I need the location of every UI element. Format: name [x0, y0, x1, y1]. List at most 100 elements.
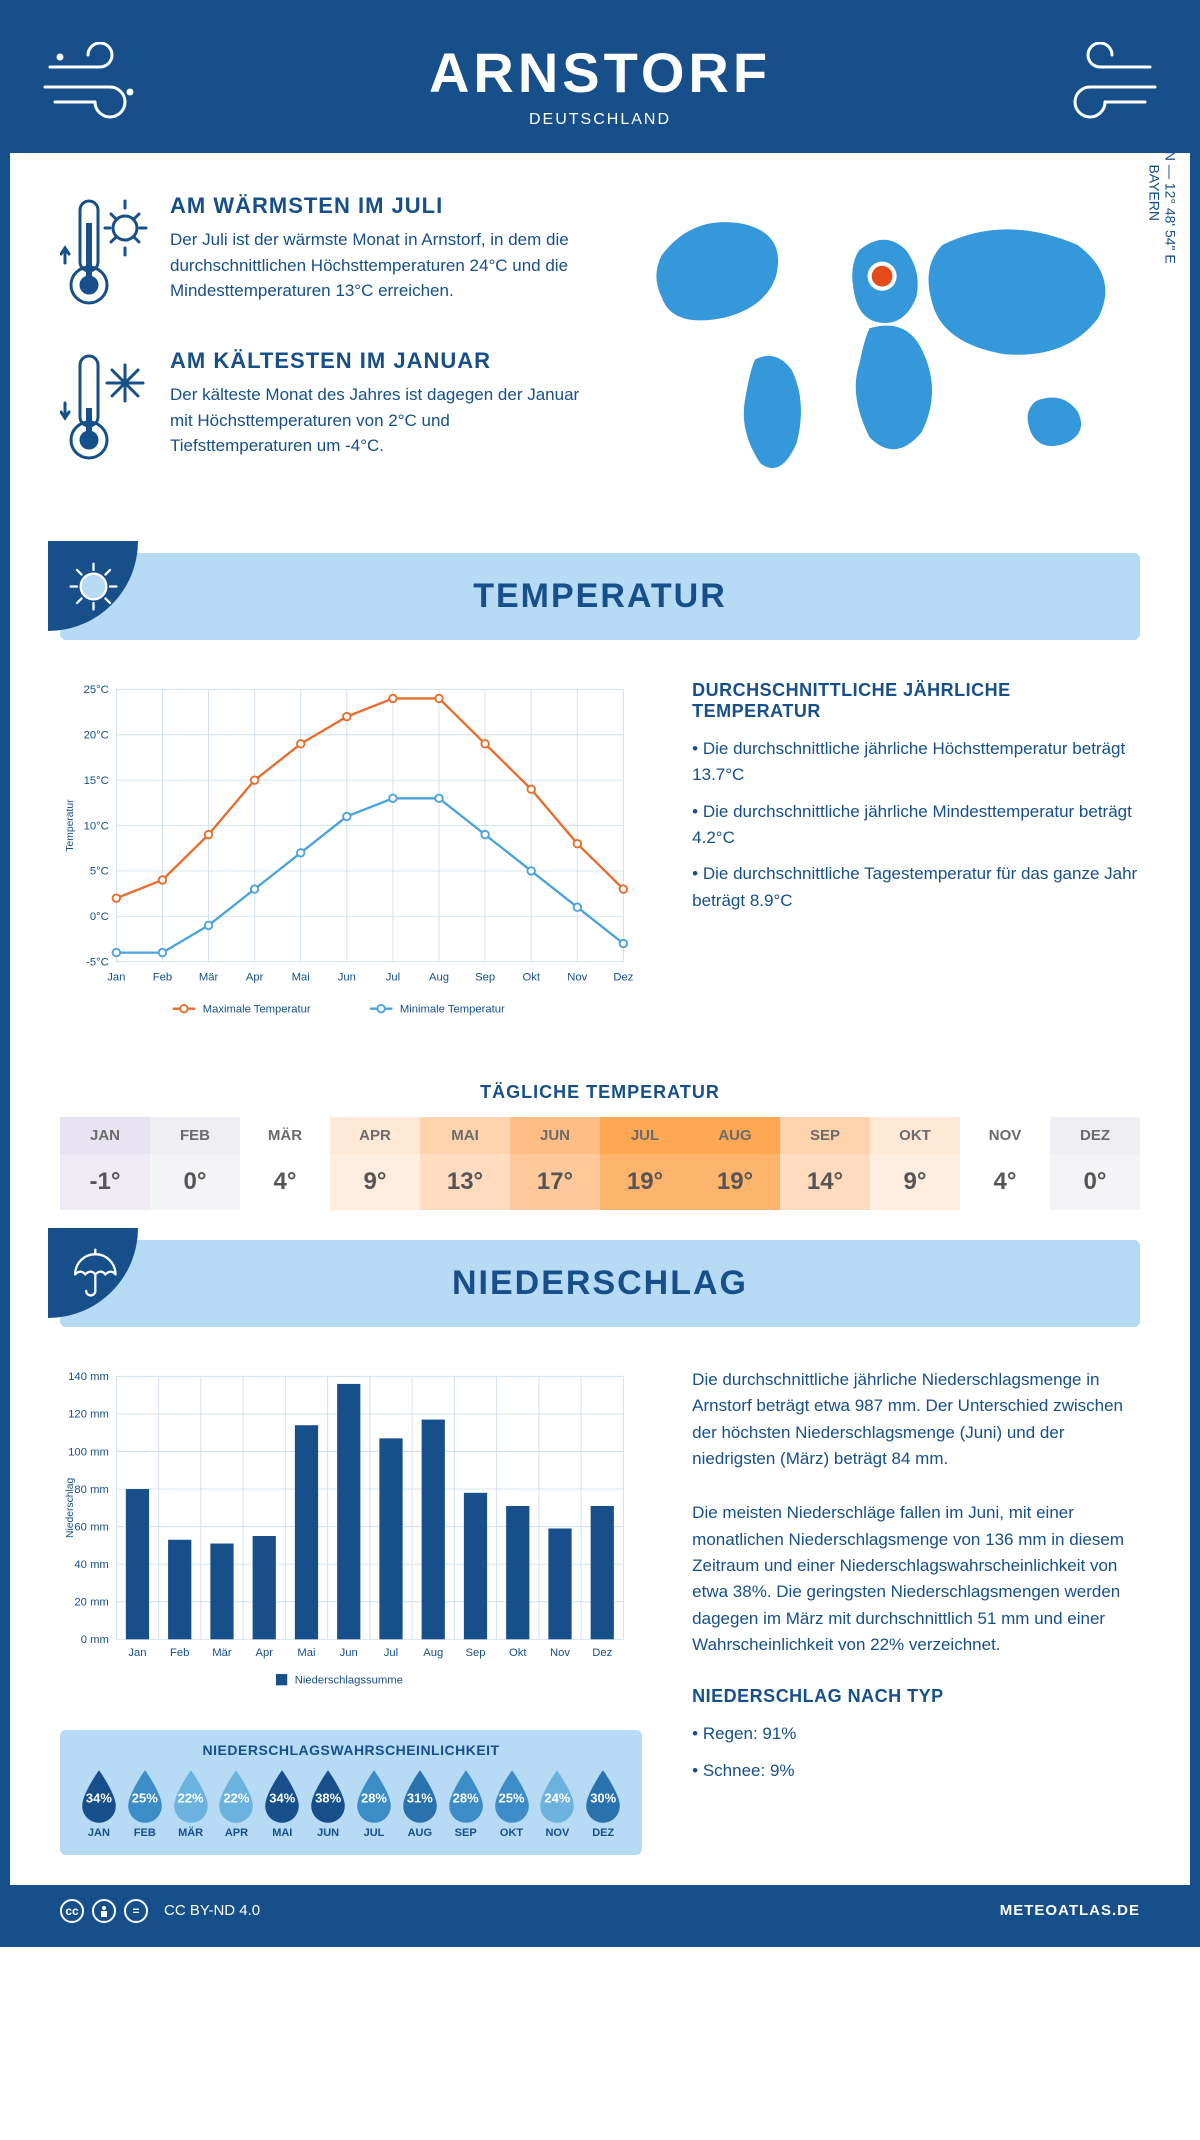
- drop-item: 28%SEP: [443, 1768, 489, 1839]
- svg-text:Mai: Mai: [297, 1647, 315, 1659]
- svg-text:Mär: Mär: [212, 1647, 232, 1659]
- temp-bullet-1: • Die durchschnittliche jährliche Höchst…: [692, 736, 1140, 789]
- precip-type-1: • Regen: 91%: [692, 1721, 1140, 1747]
- svg-text:Nov: Nov: [567, 971, 587, 983]
- svg-text:Jan: Jan: [107, 971, 125, 983]
- svg-text:80 mm: 80 mm: [74, 1484, 108, 1496]
- svg-text:Jun: Jun: [338, 971, 356, 983]
- precipitation-probability-panel: NIEDERSCHLAGSWAHRSCHEINLICHKEIT 34%JAN25…: [60, 1730, 642, 1855]
- drop-item: 30%DEZ: [580, 1768, 626, 1839]
- temp-cell: JUL19°: [600, 1117, 690, 1210]
- wind-icon: [40, 42, 150, 122]
- thermometer-hot-icon: [60, 193, 150, 318]
- temp-cell: JUN17°: [510, 1117, 600, 1210]
- city-title: ARNSTORF: [10, 40, 1190, 105]
- temperature-heading: TEMPERATUR: [473, 577, 727, 615]
- precipitation-chart-column: 0 mm20 mm40 mm60 mm80 mm100 mm120 mm140 …: [60, 1367, 642, 1855]
- coordinates-label: 48° 33' 52" N — 12° 48' 54" E: [1162, 79, 1178, 263]
- temp-cell: MAI13°: [420, 1117, 510, 1210]
- precip-type-2: • Schnee: 9%: [692, 1758, 1140, 1784]
- svg-text:20 mm: 20 mm: [74, 1596, 108, 1608]
- svg-text:20°C: 20°C: [84, 730, 109, 742]
- svg-text:Nov: Nov: [550, 1647, 570, 1659]
- drop-item: 28%JUL: [351, 1768, 397, 1839]
- svg-text:Feb: Feb: [153, 971, 172, 983]
- svg-text:Aug: Aug: [423, 1647, 443, 1659]
- temp-bullet-2: • Die durchschnittliche jährliche Mindes…: [692, 799, 1140, 852]
- svg-text:Apr: Apr: [255, 1647, 273, 1659]
- svg-text:Niederschlagssumme: Niederschlagssumme: [295, 1674, 403, 1686]
- precip-type-heading: NIEDERSCHLAG NACH TYP: [692, 1686, 1140, 1707]
- temp-cell: NOV4°: [960, 1117, 1050, 1210]
- svg-text:Mai: Mai: [292, 971, 310, 983]
- svg-text:0 mm: 0 mm: [81, 1634, 109, 1646]
- world-map-icon: [620, 193, 1140, 484]
- svg-text:140 mm: 140 mm: [68, 1371, 109, 1383]
- precipitation-text: Die durchschnittliche jährliche Niedersc…: [692, 1367, 1140, 1855]
- fact-cold-text: Der kälteste Monat des Jahres ist dagege…: [170, 382, 580, 459]
- drop-item: 22%MÄR: [168, 1768, 214, 1839]
- fact-warmest: AM WÄRMSTEN IM JULI Der Juli ist der wär…: [60, 193, 580, 318]
- region-label: BAYERN: [1147, 164, 1163, 221]
- svg-text:Jun: Jun: [340, 1647, 358, 1659]
- daily-temp-heading: TÄGLICHE TEMPERATUR: [10, 1082, 1190, 1103]
- intro-row: AM WÄRMSTEN IM JULI Der Juli ist der wär…: [10, 153, 1190, 533]
- temp-cell: DEZ0°: [1050, 1117, 1140, 1210]
- facts-column: AM WÄRMSTEN IM JULI Der Juli ist der wär…: [60, 193, 580, 503]
- temp-cell: FEB0°: [150, 1117, 240, 1210]
- svg-text:Maximale Temperatur: Maximale Temperatur: [203, 1003, 311, 1015]
- temp-cell: SEP14°: [780, 1117, 870, 1210]
- by-icon: [92, 1899, 116, 1923]
- svg-text:Sep: Sep: [465, 1647, 485, 1659]
- cc-icon: cc: [60, 1899, 84, 1923]
- svg-text:Okt: Okt: [509, 1647, 527, 1659]
- temperature-text: DURCHSCHNITTLICHE JÄHRLICHE TEMPERATUR •…: [692, 680, 1140, 1042]
- temp-cell: APR9°: [330, 1117, 420, 1210]
- precipitation-banner: NIEDERSCHLAG: [60, 1240, 1140, 1327]
- precipitation-heading: NIEDERSCHLAG: [452, 1264, 748, 1302]
- svg-text:Sep: Sep: [475, 971, 495, 983]
- temperature-body: -5°C0°C5°C10°C15°C20°C25°CJanFebMärAprMa…: [10, 660, 1190, 1052]
- svg-text:Jan: Jan: [128, 1647, 146, 1659]
- umbrella-icon: [48, 1228, 138, 1318]
- svg-text:Apr: Apr: [246, 971, 264, 983]
- svg-text:Dez: Dez: [613, 971, 633, 983]
- fact-warm-text: Der Juli ist der wärmste Monat in Arnsto…: [170, 227, 580, 304]
- prob-heading: NIEDERSCHLAGSWAHRSCHEINLICHKEIT: [76, 1742, 626, 1758]
- svg-text:Aug: Aug: [429, 971, 449, 983]
- svg-text:Minimale Temperatur: Minimale Temperatur: [400, 1003, 505, 1015]
- drop-item: 38%JUN: [305, 1768, 351, 1839]
- brand-text: METEOATLAS.DE: [1000, 1902, 1140, 1919]
- svg-text:Feb: Feb: [170, 1647, 189, 1659]
- svg-text:120 mm: 120 mm: [68, 1409, 109, 1421]
- drop-item: 34%JAN: [76, 1768, 122, 1839]
- temp-text-heading: DURCHSCHNITTLICHE JÄHRLICHE TEMPERATUR: [692, 680, 1140, 722]
- fact-warm-title: AM WÄRMSTEN IM JULI: [170, 193, 580, 219]
- svg-text:0°C: 0°C: [90, 911, 109, 923]
- daily-temp-table: JAN-1°FEB0°MÄR4°APR9°MAI13°JUN17°JUL19°A…: [60, 1117, 1140, 1210]
- temp-cell: MÄR4°: [240, 1117, 330, 1210]
- svg-text:100 mm: 100 mm: [68, 1446, 109, 1458]
- svg-text:Okt: Okt: [522, 971, 540, 983]
- temp-cell: AUG19°: [690, 1117, 780, 1210]
- country-subtitle: DEUTSCHLAND: [10, 111, 1190, 129]
- drop-item: 31%AUG: [397, 1768, 443, 1839]
- drops-row: 34%JAN25%FEB22%MÄR22%APR34%MAI38%JUN28%J…: [76, 1768, 626, 1839]
- drop-item: 25%FEB: [122, 1768, 168, 1839]
- temperature-chart: -5°C0°C5°C10°C15°C20°C25°CJanFebMärAprMa…: [60, 680, 642, 1042]
- map-column: BAYERN 48° 33' 52" N — 12° 48' 54" E: [620, 193, 1140, 503]
- precipitation-bar-chart: 0 mm20 mm40 mm60 mm80 mm100 mm120 mm140 …: [60, 1367, 642, 1705]
- license-block: cc = CC BY-ND 4.0: [60, 1899, 260, 1923]
- drop-item: 34%MAI: [259, 1768, 305, 1839]
- svg-text:Jul: Jul: [386, 971, 400, 983]
- sun-icon: [48, 541, 138, 631]
- svg-text:15°C: 15°C: [84, 775, 109, 787]
- nd-icon: =: [124, 1899, 148, 1923]
- svg-text:Temperatur: Temperatur: [65, 799, 76, 852]
- precipitation-body: 0 mm20 mm40 mm60 mm80 mm100 mm120 mm140 …: [10, 1347, 1190, 1885]
- header: ARNSTORF DEUTSCHLAND: [10, 10, 1190, 153]
- precip-p1: Die durchschnittliche jährliche Niedersc…: [692, 1367, 1140, 1472]
- svg-text:Niederschlag: Niederschlag: [65, 1477, 76, 1537]
- fact-coldest: AM KÄLTESTEN IM JANUAR Der kälteste Mona…: [60, 348, 580, 473]
- thermometer-cold-icon: [60, 348, 150, 473]
